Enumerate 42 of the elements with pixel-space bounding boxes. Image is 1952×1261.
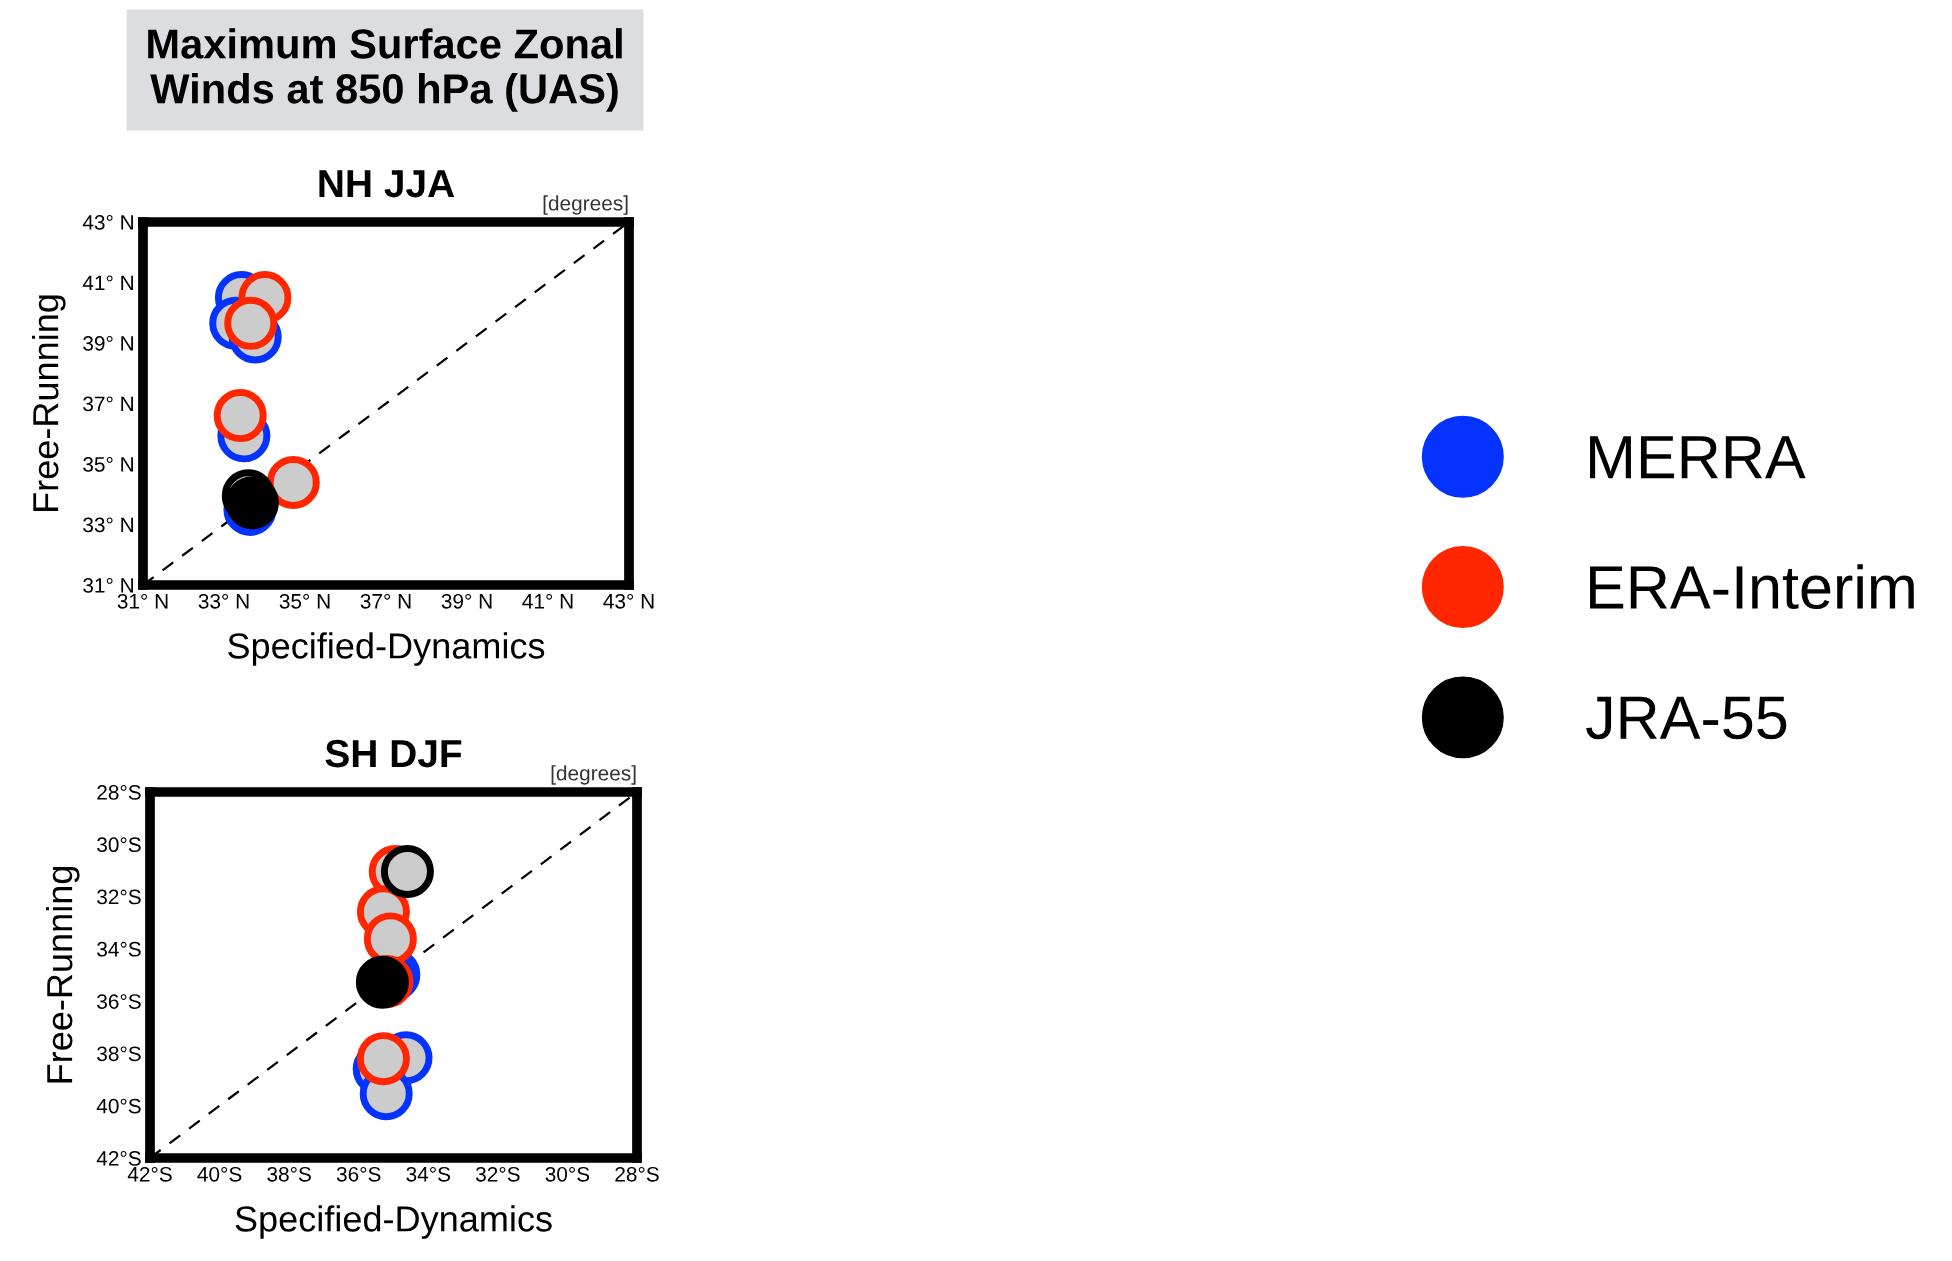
x-tick-label: 33° N	[198, 593, 249, 609]
x-tick-label: 32°S	[475, 1166, 520, 1182]
text: [degrees]	[551, 765, 636, 785]
x-tick-label: 39° N	[441, 593, 492, 609]
y-tick-label: 36°S	[97, 994, 141, 1009]
y-tick-label: 39° N	[83, 336, 133, 351]
x-axis-title: Specified-Dynamics	[228, 632, 545, 666]
x-tick-label: 35° N	[279, 593, 330, 609]
y-tick-label: 32°S	[97, 889, 141, 905]
x-tick-label: 41° N	[522, 593, 573, 609]
y-tick-label: 42°S	[96, 1151, 141, 1166]
x-tick-label: 37° N	[360, 593, 411, 609]
x-tick-label: 28°S	[615, 1166, 659, 1182]
legend-label: JRA-55	[1585, 696, 1787, 740]
x-tick-label: 34°S	[406, 1166, 451, 1182]
y-tick-label: 40°S	[96, 1098, 141, 1114]
y-tick-label: 37° N	[83, 396, 133, 412]
y-tick-label: 41° N	[82, 275, 133, 291]
x-tick-label: 31° N	[117, 593, 168, 609]
x-tick-label: 40°S	[197, 1166, 242, 1182]
chart-title: SH DJF	[325, 739, 462, 768]
x-tick-label: 38°S	[267, 1166, 311, 1182]
y-axis-title: Free-Running	[45, 866, 80, 1083]
y-tick-label: 31° N	[83, 578, 133, 593]
y-tick-label: 38°S	[97, 1046, 141, 1062]
y-tick-label: 30°S	[97, 837, 141, 853]
chart-subtitle: NH JJA	[319, 170, 455, 198]
legend-label: ERA-Interim	[1590, 564, 1914, 610]
y-tick-label: 33° N	[83, 517, 133, 533]
x-tick-label: 43° N	[603, 593, 654, 609]
y-tick-label: 43° N	[82, 215, 133, 230]
y-tick-label: 35° N	[83, 457, 133, 472]
x-tick-label: 36°S	[336, 1166, 381, 1182]
y-tick-label: 28°S	[97, 785, 141, 800]
legend-label: MERRA	[1590, 436, 1806, 479]
text: [degrees]	[543, 195, 628, 215]
y-axis-title: Free-Running	[32, 295, 66, 511]
x-tick-label: 30°S	[545, 1166, 590, 1182]
x-axis-title: Specified-Dynamics	[235, 1205, 552, 1239]
y-tick-label: 34°S	[97, 941, 141, 957]
x-tick-label: 42°S	[127, 1166, 172, 1182]
chart-title: Maximum Surface Zonal Winds at 850 hPa (UAS)	[148, 28, 622, 112]
